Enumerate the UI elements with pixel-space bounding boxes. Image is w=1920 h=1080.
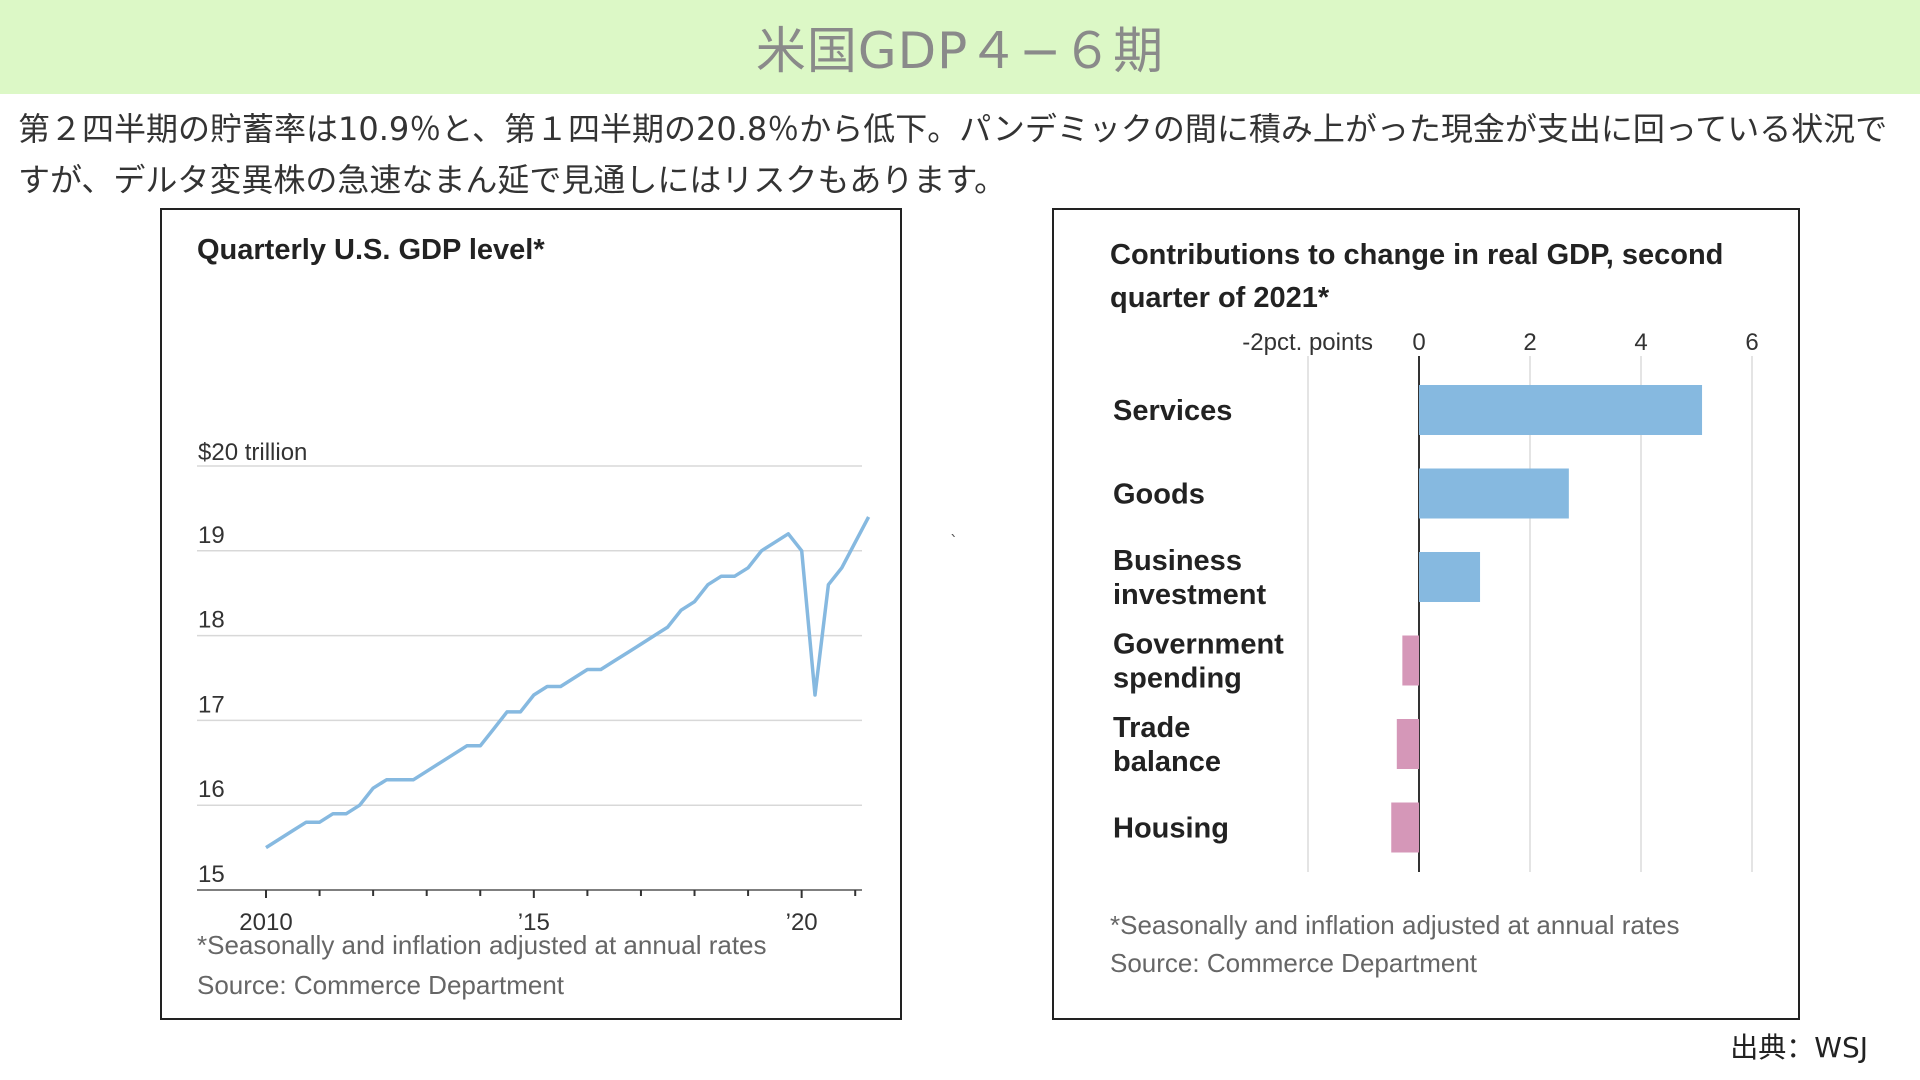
category-label: Goods [1113,479,1205,511]
gdp-level-chart-panel: Quarterly U.S. GDP level* $20 trillion 15 1… [160,208,902,1020]
gdp-level-line-chart: Quarterly U.S. GDP level* $20 trillion 15 1… [197,234,871,1000]
y-tick-label: 17 [198,691,225,718]
y-tick-label: 15 [198,861,225,888]
x-tick-label: ’20 [786,909,818,936]
bar [1419,385,1703,435]
intro-text: 第２四半期の貯蓄率は10.9％と、第１四半期の20.8％から低下。パンデミックの… [18,110,1888,199]
stray-mark: ` [950,532,958,551]
x-tick-label: ’15 [518,909,550,936]
bar [1419,468,1569,519]
x-tick-label: 0 [1412,329,1425,356]
footnote: *Seasonally and inflation adjusted at an… [197,930,767,960]
bar [1402,635,1419,686]
gdp-series-line [265,516,871,850]
y-tick-label: 16 [198,776,225,803]
category-label: spending [1113,663,1242,695]
y-tick-label: 18 [198,607,225,634]
category-label: investment [1113,579,1266,611]
footnote: Source: Commerce Department [197,970,565,1000]
chart-title: quarter of 2021* [1110,282,1330,314]
source-credit: 出典：WSJ [1730,1031,1868,1064]
footnote: Source: Commerce Department [1110,948,1478,978]
category-label: Business [1113,545,1242,577]
y-unit-label: $20 trillion [198,439,307,466]
chart-title: Contributions to change in real GDP, sec… [1110,239,1723,271]
page-title: 米国GDP４−６期 [755,22,1165,80]
category-label: Trade [1113,712,1190,744]
footnote: *Seasonally and inflation adjusted at an… [1110,910,1680,940]
bar [1391,802,1419,853]
title-banner: 米国GDP４−６期 [0,0,1920,94]
chart-title: Quarterly U.S. GDP level* [197,234,545,266]
gdp-contributions-bar-chart: Contributions to change in real GDP, sec… [1110,239,1759,978]
x-tick-label: 6 [1745,329,1758,356]
category-label: Government [1113,629,1284,661]
y-tick-label: 19 [198,522,225,549]
category-label: balance [1113,746,1221,778]
x-tick-label: -2pct. points [1242,329,1373,356]
bar [1396,719,1419,769]
gdp-contributions-chart-panel: Contributions to change in real GDP, sec… [1052,208,1800,1020]
category-label: Housing [1113,813,1229,845]
x-tick-label: 2 [1523,329,1536,356]
category-label: Services [1113,395,1232,427]
x-tick-label: 2010 [239,909,292,936]
x-tick-label: 4 [1634,329,1647,356]
bar [1419,552,1481,602]
